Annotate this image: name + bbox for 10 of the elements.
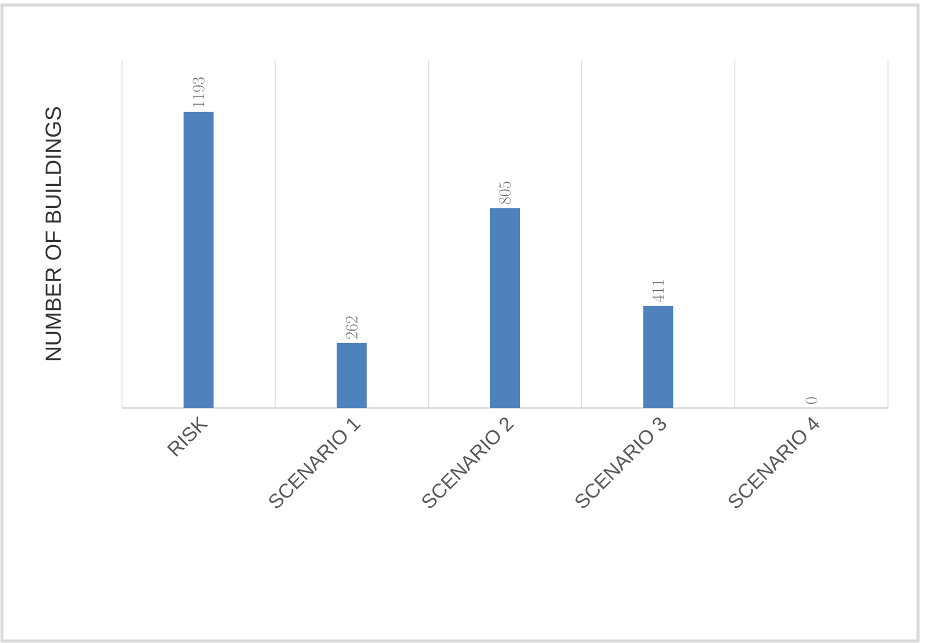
bar bbox=[643, 306, 674, 408]
data-label: 262 bbox=[346, 316, 358, 339]
data-label: 411 bbox=[652, 280, 664, 302]
y-axis-title: NUMBER OF BUILDINGS bbox=[46, 107, 62, 360]
data-label: 0 bbox=[806, 397, 818, 404]
bar bbox=[336, 342, 367, 408]
bar bbox=[490, 208, 520, 408]
bar bbox=[184, 112, 214, 408]
data-label: 1193 bbox=[192, 77, 204, 107]
data-label: 805 bbox=[499, 182, 511, 204]
